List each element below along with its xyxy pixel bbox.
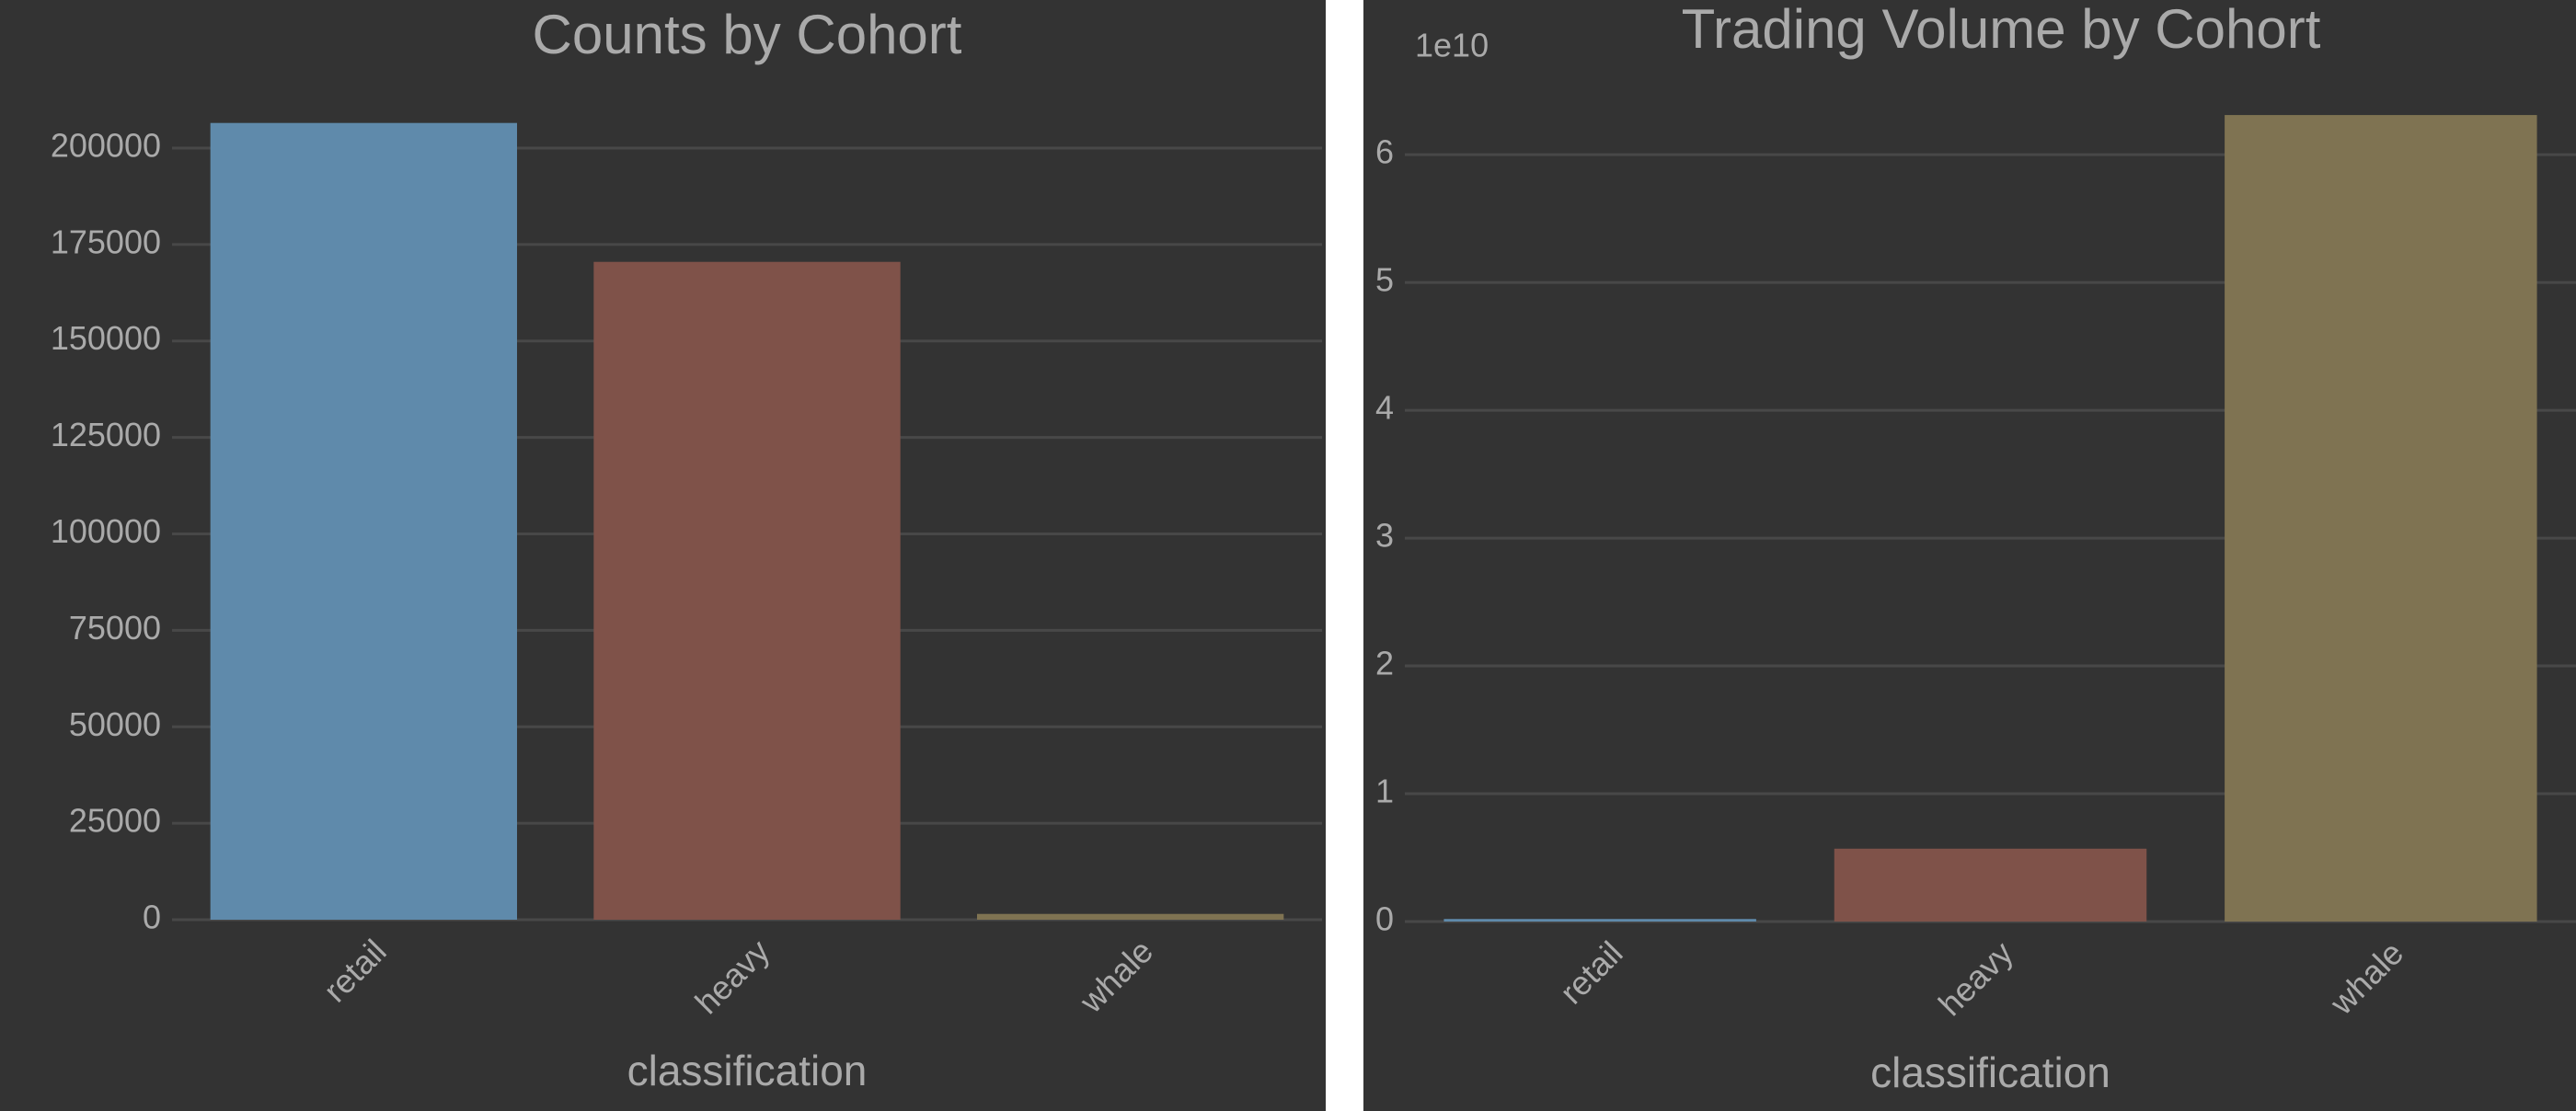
y-tick-label: 2 — [1375, 645, 1394, 682]
y-tick-label: 5 — [1375, 261, 1394, 299]
bar — [1834, 848, 2147, 922]
y-tick-label: 100000 — [51, 512, 161, 550]
bar — [593, 261, 901, 920]
chart-title: Trading Volume by Cohort — [1682, 0, 2321, 60]
y-tick-label: 150000 — [51, 319, 161, 357]
x-axis-label: classification — [1870, 1048, 2110, 1096]
bar — [210, 122, 517, 920]
chart-title: Counts by Cohort — [533, 4, 962, 65]
y-tick-label: 3 — [1375, 517, 1394, 555]
y-tick-label: 75000 — [69, 609, 161, 647]
bar — [1443, 919, 1756, 922]
y-tick-label: 125000 — [51, 416, 161, 453]
y-tick-label: 0 — [1375, 900, 1394, 938]
y-tick-label: 200000 — [51, 126, 161, 164]
y-tick-label: 4 — [1375, 389, 1394, 427]
offset-label: 1e10 — [1415, 27, 1489, 64]
bar — [977, 913, 1284, 920]
y-tick-label: 175000 — [51, 223, 161, 260]
bar — [2225, 115, 2537, 922]
y-tick-label: 0 — [143, 899, 161, 936]
x-axis-label: classification — [627, 1047, 868, 1094]
y-tick-label: 6 — [1375, 133, 1394, 171]
y-tick-label: 50000 — [69, 705, 161, 743]
y-tick-label: 25000 — [69, 802, 161, 840]
y-tick-label: 1 — [1375, 773, 1394, 810]
